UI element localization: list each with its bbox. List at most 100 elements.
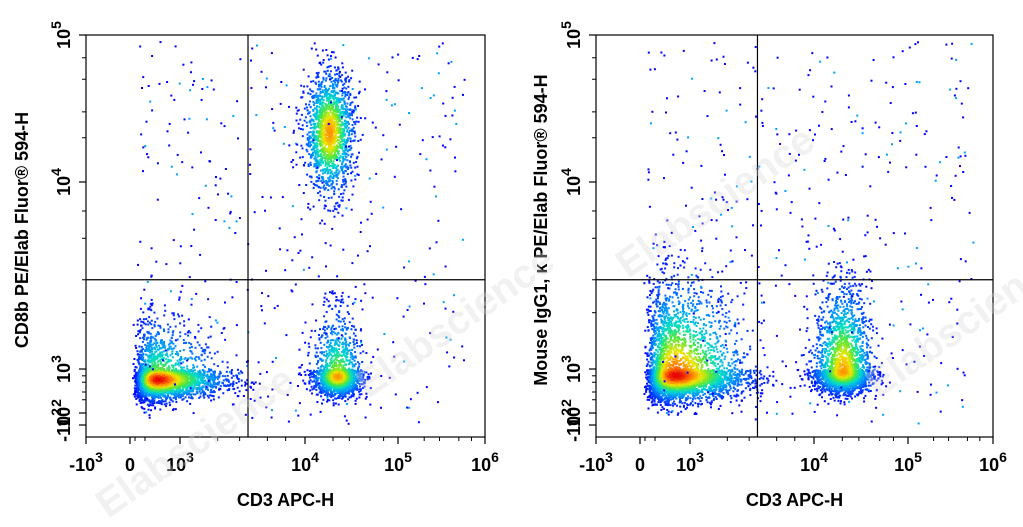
event-dot	[337, 66, 340, 69]
event-dot	[180, 374, 182, 377]
event-dot	[162, 369, 165, 372]
event-dot	[173, 376, 176, 378]
event-dot	[315, 48, 318, 51]
event-dot	[326, 172, 329, 175]
event-dot	[201, 350, 204, 353]
event-dot	[190, 373, 193, 376]
event-dot	[142, 360, 145, 363]
event-dot	[330, 80, 333, 83]
event-dot	[169, 383, 172, 386]
event-dot	[338, 195, 341, 198]
event-dot	[333, 130, 336, 132]
event-dot	[340, 80, 343, 83]
event-dot	[139, 367, 142, 370]
event-dot	[323, 153, 326, 156]
event-dot	[207, 298, 210, 301]
event-dot	[253, 399, 256, 402]
event-dot	[344, 155, 347, 158]
event-dot	[337, 77, 340, 80]
event-dot	[135, 397, 138, 400]
event-dot	[178, 298, 181, 301]
event-dot	[206, 387, 209, 390]
event-dot	[324, 121, 327, 124]
event-dot	[183, 378, 186, 381]
event-dot	[335, 101, 338, 104]
event-dot	[200, 375, 203, 378]
event-dot	[146, 342, 149, 345]
event-dot	[147, 387, 149, 389]
event-dot	[337, 139, 340, 142]
event-dot	[182, 361, 185, 364]
event-dot	[210, 399, 213, 402]
event-dot	[172, 374, 175, 377]
event-dot	[139, 307, 142, 310]
event-dot	[331, 77, 334, 79]
event-dot	[190, 397, 193, 400]
event-dot	[335, 69, 338, 72]
event-dot	[171, 387, 173, 390]
event-dot	[160, 393, 163, 396]
event-dot	[354, 178, 357, 181]
event-dot	[196, 365, 199, 368]
event-dot	[317, 123, 320, 126]
event-dot	[325, 72, 328, 75]
event-dot	[342, 108, 345, 110]
event-dot	[161, 372, 163, 375]
event-dot	[154, 395, 157, 398]
event-dot	[348, 114, 351, 117]
event-dot	[153, 346, 156, 349]
event-dot	[207, 383, 210, 386]
event-dot	[328, 140, 331, 143]
event-dot	[180, 379, 183, 382]
event-dot	[325, 162, 328, 165]
event-dot	[171, 334, 174, 337]
event-dot	[321, 219, 324, 222]
event-dot	[302, 91, 305, 94]
event-dot	[346, 102, 349, 105]
event-dot	[338, 204, 341, 207]
event-dot	[140, 393, 143, 396]
event-dot	[189, 349, 192, 352]
event-dot	[172, 314, 175, 317]
event-dot	[315, 184, 318, 187]
event-dot	[159, 374, 162, 376]
event-dot	[133, 358, 136, 360]
event-dot	[312, 134, 315, 137]
event-dot	[341, 74, 344, 77]
event-dot	[158, 381, 161, 384]
event-dot	[200, 359, 203, 362]
event-dot	[140, 320, 143, 323]
event-dot	[310, 155, 313, 158]
event-dot	[191, 372, 194, 375]
event-dot	[156, 371, 159, 374]
event-dot	[327, 177, 330, 180]
event-dot	[315, 72, 318, 75]
event-dot	[326, 66, 329, 69]
event-dot	[172, 342, 175, 345]
event-dot	[171, 352, 174, 355]
event-dot	[300, 144, 303, 147]
event-dot	[148, 404, 150, 407]
event-dot	[371, 121, 374, 124]
event-dot	[321, 107, 324, 110]
event-dot	[169, 381, 172, 383]
event-dot	[146, 344, 149, 347]
event-dot	[356, 173, 359, 176]
event-dot	[159, 355, 162, 358]
event-dot	[170, 392, 173, 395]
event-dot	[320, 137, 323, 140]
event-dot	[135, 379, 138, 382]
event-dot	[217, 382, 220, 385]
event-dot	[324, 199, 327, 202]
event-dot	[157, 390, 160, 392]
event-dot	[172, 386, 175, 389]
event-dot	[340, 295, 343, 298]
event-dot	[171, 369, 174, 372]
event-dot	[304, 161, 307, 164]
event-dot	[159, 358, 162, 361]
event-dot	[134, 365, 137, 368]
event-dot	[135, 366, 138, 369]
event-dot	[203, 383, 206, 386]
event-dot	[333, 139, 336, 141]
event-dot	[315, 149, 318, 152]
